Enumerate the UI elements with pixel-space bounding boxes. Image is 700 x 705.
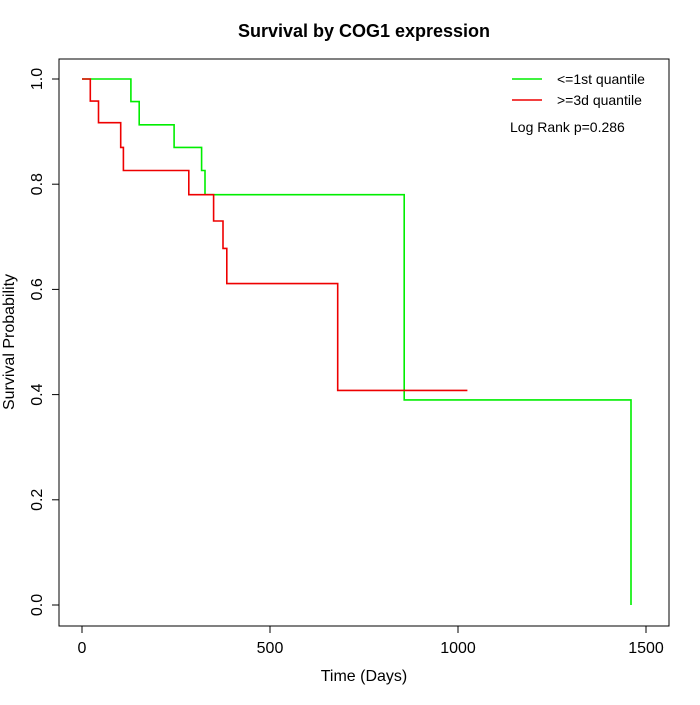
y-axis-label: Survival Probability [1, 274, 18, 410]
log-rank-annotation: Log Rank p=0.286 [510, 119, 625, 135]
legend-label-high: >=3d quantile [557, 92, 642, 108]
x-tick-label: 0 [78, 640, 87, 657]
y-tick-label: 0.6 [29, 278, 46, 300]
x-tick-label: 500 [257, 640, 284, 657]
y-tick-label: 0.2 [29, 489, 46, 511]
series-layer [82, 78, 632, 605]
x-axis-label: Time (Days) [321, 668, 408, 685]
x-axis: 0 500 1000 1500 [78, 625, 664, 657]
plot-frame [58, 58, 670, 627]
series-line-high [82, 78, 468, 392]
series-line-low [82, 78, 632, 605]
y-tick-label: 0.4 [29, 383, 46, 405]
legend-label-low: <=1st quantile [557, 71, 645, 87]
x-tick-label: 1000 [440, 640, 476, 657]
x-tick-label: 1500 [628, 640, 664, 657]
y-tick-label: 1.0 [29, 68, 46, 90]
legend: <=1st quantile >=3d quantile Log Rank p=… [510, 71, 645, 135]
y-tick-label: 0.0 [29, 594, 46, 616]
chart-title: Survival by COG1 expression [238, 21, 490, 41]
y-tick-label: 0.8 [29, 173, 46, 195]
y-axis: 0.0 0.2 0.4 0.6 0.8 1.0 [29, 68, 60, 616]
